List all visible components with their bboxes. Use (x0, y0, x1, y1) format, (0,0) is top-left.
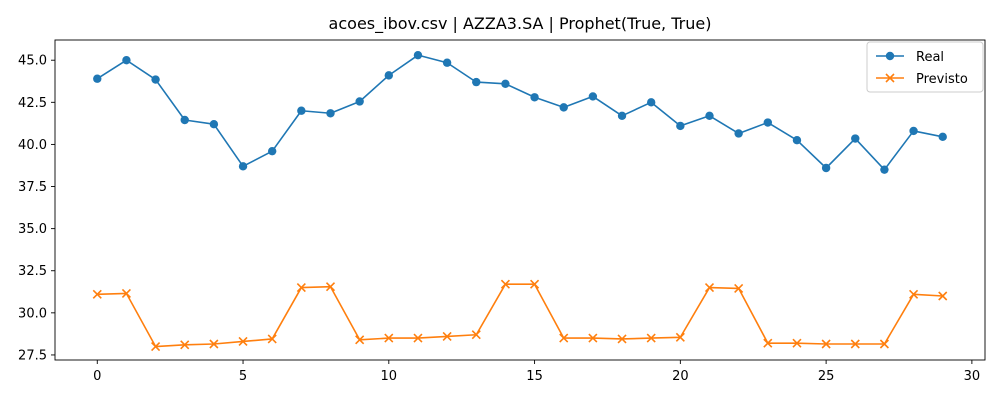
y-tick-label: 32.5 (18, 264, 47, 279)
data-point-previsto (267, 334, 277, 344)
data-point-previsto (850, 339, 860, 349)
data-point-real (938, 132, 947, 142)
data-point-real (384, 71, 394, 80)
data-point-real (442, 58, 452, 67)
x-tick-label: 5 (239, 369, 247, 384)
legend: Real Previsto (866, 41, 984, 93)
data-point-real (180, 115, 189, 125)
legend-box (866, 41, 984, 93)
data-point-previsto (384, 333, 394, 343)
data-point-real (326, 109, 335, 118)
y-tick-label: 40.0 (18, 138, 47, 153)
legend-label-previsto: Previsto (916, 72, 968, 87)
series-line-real (96, 54, 943, 171)
data-point-real (617, 111, 627, 120)
x-tick-label: 15 (526, 369, 543, 384)
data-point-previsto (821, 339, 831, 349)
data-point-real (880, 165, 889, 174)
data-point-real (676, 121, 685, 131)
data-point-previsto (296, 283, 306, 293)
data-point-real (792, 136, 802, 145)
data-point-real (238, 162, 248, 171)
x-tick-label: 10 (381, 369, 398, 384)
data-point-previsto (617, 334, 627, 344)
data-point-real (821, 163, 831, 173)
data-point-real (209, 120, 219, 129)
x-tick-label: 25 (818, 369, 835, 384)
data-point-real (267, 146, 277, 156)
y-tick-label: 35.0 (18, 222, 47, 237)
series-line-previsto (97, 283, 943, 348)
data-point-previsto (500, 279, 510, 289)
y-tick-label: 37.5 (18, 180, 47, 195)
data-point-real (297, 106, 306, 115)
data-point-previsto (471, 330, 481, 340)
data-point-real (413, 50, 423, 60)
data-point-real (93, 74, 102, 83)
data-point-previsto (530, 279, 540, 289)
data-point-previsto (413, 333, 423, 343)
y-tick-label: 27.5 (18, 348, 47, 363)
data-point-previsto (325, 282, 336, 292)
data-point-previsto (355, 335, 365, 345)
axes-frame (54, 39, 986, 361)
data-point-previsto (209, 339, 219, 349)
data-point-real (122, 56, 131, 65)
x-tick-label: 20 (672, 369, 689, 384)
chart-title: acoes_ibov.csv | AZZA3.SA | Prophet(True… (329, 14, 712, 34)
data-point-real (646, 98, 656, 107)
data-point-real (851, 134, 860, 143)
data-point-real (151, 75, 160, 84)
data-point-real (530, 93, 539, 102)
data-point-previsto (879, 339, 889, 349)
data-point-previsto (559, 333, 569, 343)
data-point-real (472, 77, 481, 87)
data-point-previsto (92, 289, 102, 299)
legend-real-marker (885, 51, 895, 61)
axes: 0 5 10 15 20 25 30 27.5 30.0 32.5 35.0 37.5 40.0 42.5… (18, 54, 980, 384)
data-point-real (909, 126, 918, 136)
data-point-previsto (938, 291, 948, 301)
data-point-previsto (180, 340, 190, 350)
data-point-real (501, 79, 510, 88)
data-point-previsto (646, 333, 656, 343)
data-point-previsto (121, 288, 131, 299)
legend-label-real: Real (916, 50, 944, 65)
data-point-previsto (442, 331, 452, 341)
data-point-real (705, 111, 714, 120)
data-point-previsto (763, 338, 773, 348)
data-point-previsto (909, 289, 919, 299)
y-tick-label: 42.5 (18, 96, 47, 111)
data-point-previsto (588, 333, 598, 343)
data-point-real (734, 129, 743, 138)
data-point-real (559, 103, 568, 112)
data-point-previsto (675, 332, 685, 342)
data-point-previsto (151, 341, 161, 352)
data-point-previsto (734, 283, 744, 293)
x-tick-label: 30 (964, 369, 981, 384)
y-tick-label: 30.0 (18, 306, 47, 321)
y-tick-label: 45.0 (18, 54, 47, 69)
data-point-previsto (792, 338, 802, 348)
plot-area (92, 50, 948, 352)
data-point-real (588, 92, 598, 101)
data-point-real (355, 97, 364, 106)
data-point-real (763, 118, 773, 127)
x-tick-label: 0 (93, 369, 101, 384)
data-point-previsto (704, 283, 715, 293)
data-point-previsto (238, 336, 248, 347)
legend-previsto-marker (885, 73, 895, 83)
